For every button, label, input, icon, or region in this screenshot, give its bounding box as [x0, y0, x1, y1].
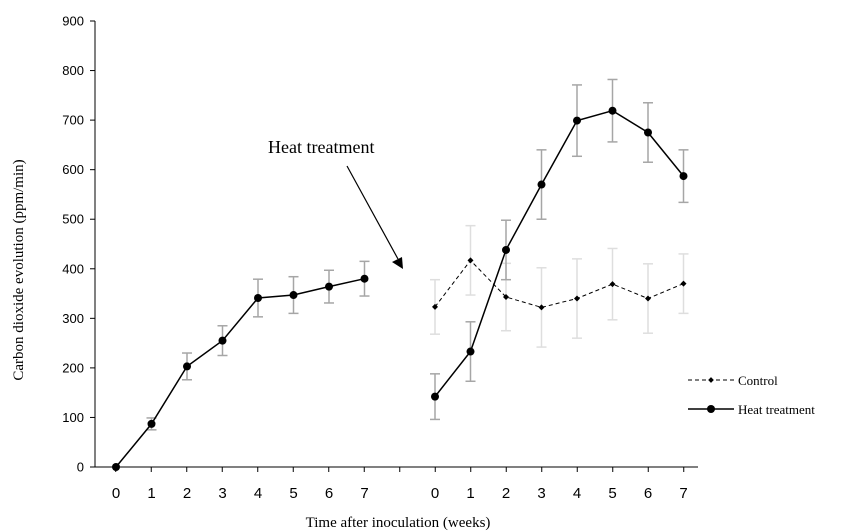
y-tick-label: 800 — [62, 63, 84, 78]
annotation-text: Heat treatment — [268, 137, 374, 157]
y-tick-label: 200 — [62, 360, 84, 375]
y-tick-label: 500 — [62, 212, 84, 227]
heat-data-point — [218, 336, 227, 345]
x-tick-label: 2 — [183, 485, 191, 502]
x-tick-label: 7 — [679, 485, 687, 502]
heat-data-point — [644, 128, 652, 137]
y-tick-label: 700 — [62, 113, 84, 128]
x-tick-label: 5 — [608, 485, 616, 502]
annotation-arrowhead — [392, 257, 403, 269]
heat-series-line-panel-2 — [434, 109, 685, 398]
heat-data-point — [147, 419, 156, 428]
heat-data-point — [537, 180, 546, 189]
control-data-point — [609, 281, 616, 288]
heat-data-point — [466, 347, 475, 356]
heat-data-point — [608, 106, 617, 115]
legend-item-control: Control — [688, 373, 778, 388]
x-tick-label: 7 — [360, 485, 368, 502]
control-series-line-panel-2 — [434, 259, 684, 308]
y-tick-label: 0 — [77, 460, 84, 475]
x-tick-label: 2 — [502, 485, 510, 502]
heat-data-point — [679, 172, 688, 181]
y-axis-title: Carbon dioxide evolution (ppm/min) — [11, 159, 27, 380]
y-tick-label: 100 — [62, 410, 84, 425]
x-tick-label: 4 — [254, 485, 262, 502]
x-tick-label: 6 — [325, 485, 333, 502]
x-tick-label: 1 — [466, 485, 474, 502]
x-tick-label: 0 — [112, 485, 120, 502]
x-axis-title: Time after inoculation (weeks) — [306, 515, 491, 531]
x-tick-label: 6 — [644, 485, 652, 502]
heat-data-point — [502, 245, 510, 254]
y-axis: 0 100 200 300 400 500 600 700 800 900 — [62, 14, 96, 475]
control-data-point — [467, 257, 474, 264]
heat-series-line-panel-1 — [115, 277, 365, 468]
y-tick-label: 300 — [62, 311, 84, 326]
heat-data-point — [112, 463, 120, 471]
x-tick-label: 0 — [431, 485, 439, 502]
legend-control-marker — [708, 377, 714, 383]
heat-data-point — [360, 274, 369, 283]
y-tick-label: 400 — [62, 261, 84, 276]
x-tick-label: 3 — [218, 485, 226, 502]
series-lines — [115, 109, 685, 468]
x-tick-label: 3 — [537, 485, 545, 502]
heat-data-point — [325, 282, 333, 291]
y-tick-label: 900 — [62, 14, 84, 29]
heat-data-point — [254, 294, 262, 303]
heat-treatment-annotation: Heat treatment — [268, 137, 403, 269]
control-data-point — [680, 280, 687, 287]
x-tick-label: 1 — [147, 485, 155, 502]
annotation-arrow-shaft — [346, 165, 399, 260]
control-data-point — [574, 295, 580, 302]
series-markers — [112, 106, 688, 471]
heat-data-point — [289, 291, 298, 300]
heat-data-point — [183, 362, 191, 371]
x-axis: 0 1 2 3 4 5 6 7 0 1 2 3 4 5 6 7 — [95, 466, 698, 502]
legend-heat-marker — [707, 405, 715, 413]
control-data-point — [645, 295, 651, 302]
error-bars — [146, 78, 689, 431]
legend-control-label: Control — [738, 373, 778, 388]
x-tick-label: 4 — [573, 485, 581, 502]
y-tick-label: 600 — [62, 162, 84, 177]
legend-item-heat-treatment: Heat treatment — [688, 402, 815, 417]
heat-data-point — [431, 392, 439, 401]
x-tick-label: 5 — [289, 485, 297, 502]
control-data-point — [538, 304, 545, 311]
control-data-point — [432, 303, 438, 310]
legend: Control Heat treatment — [688, 373, 815, 417]
heat-data-point — [573, 116, 581, 125]
legend-heat-label: Heat treatment — [738, 402, 815, 417]
control-data-point — [503, 294, 509, 301]
